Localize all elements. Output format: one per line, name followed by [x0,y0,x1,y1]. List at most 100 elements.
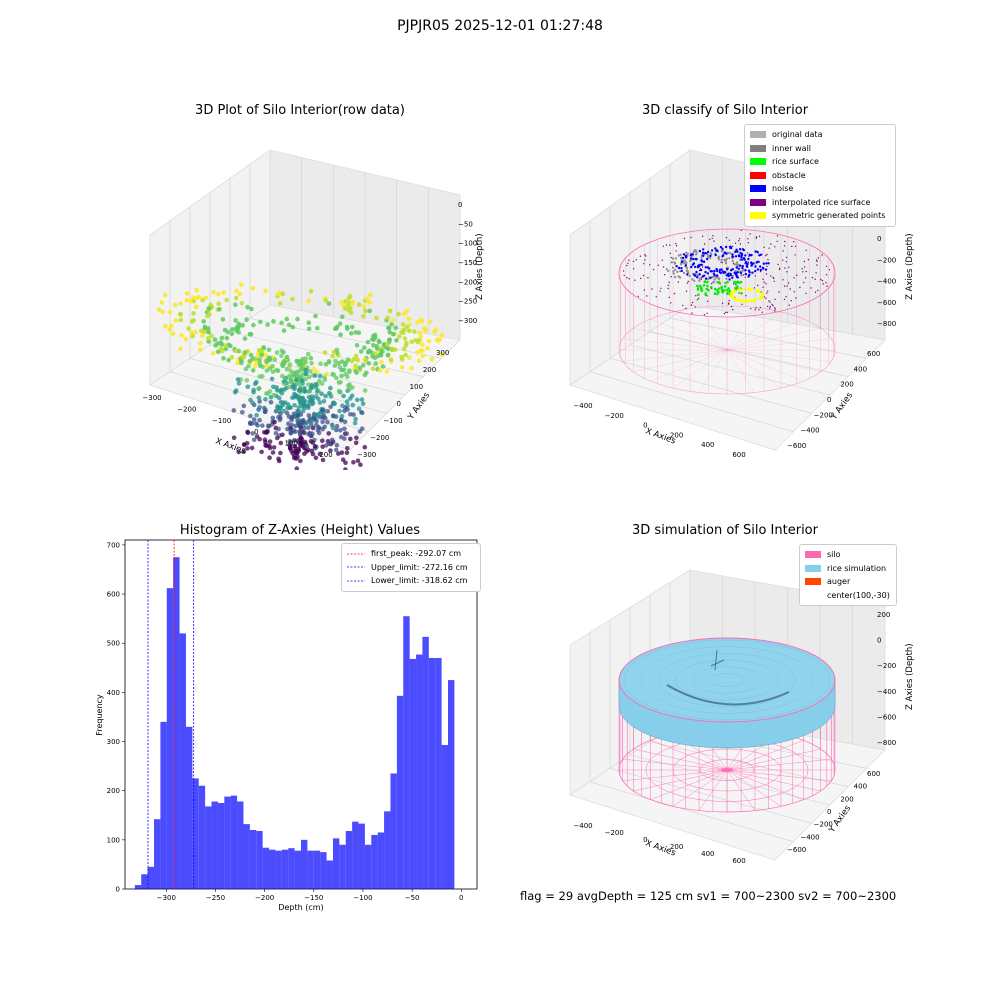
data-point [242,336,248,341]
histogram-bar [160,721,167,889]
x-tick-label: 400 [701,441,714,449]
histogram-bar [364,844,372,889]
y-tick-label: 400 [107,689,120,697]
noise-point [741,265,744,268]
interpolated-point [695,295,697,297]
data-point [365,339,371,345]
histogram-bar [205,806,212,889]
interpolated-point [821,279,824,282]
data-point [277,301,283,306]
data-point [233,326,239,332]
noise-point [691,253,694,256]
x-tick-label: −250 [206,894,225,902]
silo-floor-line [726,349,821,373]
data-point [229,327,235,332]
z-tick-label: 0 [877,637,881,645]
rice-surface-point [726,292,729,295]
data-point [334,347,340,353]
data-point [281,328,287,333]
auger-marker [710,659,725,667]
interpolated-point [657,264,659,266]
panel1-zlabel: Z Axies (Depth) [475,233,485,300]
legend-item: first_peak: -292.07 cm [347,549,462,559]
data-point [263,288,268,294]
interpolated-point [794,245,797,247]
data-point [272,419,277,425]
noise-point [736,276,739,279]
data-point [348,436,353,442]
data-point [356,302,362,307]
data-point [289,422,295,428]
data-point [337,365,343,370]
data-point [202,329,207,335]
data-point [323,298,329,303]
legend-item: Upper_limit: -272.16 cm [347,562,468,572]
data-point [326,441,332,447]
inner-wall-point [737,263,740,266]
rice-surface-point [718,287,721,290]
x-tick-label: 0 [643,836,647,844]
inner-wall-point [720,250,724,253]
y-tick-label: −100 [383,417,402,425]
interpolated-point [754,275,757,277]
y-tick-label: 200 [107,787,120,795]
x-tick-label: −300 [157,894,176,902]
legend-item: obstacle [750,169,890,183]
data-point [276,458,282,464]
interpolated-point [766,253,768,256]
data-point [301,430,307,436]
z-tick-label: −800 [877,320,896,328]
interpolated-point [805,277,807,279]
data-point [194,287,199,293]
noise-point [698,273,701,276]
inner-wall-point [696,273,699,277]
interpolated-point [782,279,784,281]
data-point [212,337,218,342]
noise-point [715,274,719,277]
noise-point [739,248,742,251]
interpolated-point [769,306,771,308]
data-point [330,353,335,359]
silo-floor-line [726,769,782,807]
noise-point [725,268,729,271]
data-point [299,378,305,383]
y-tick-label: −600 [787,846,806,854]
data-point [403,352,409,358]
noise-point [737,254,741,257]
interpolated-point [766,292,768,294]
data-point [342,419,348,425]
silo-floor-line [622,338,728,351]
histogram-bar [173,557,180,889]
data-point [270,415,276,421]
interpolated-point [666,268,668,270]
interpolated-point [739,243,742,245]
data-point [306,320,312,325]
interpolated-point [726,311,728,314]
data-point [278,399,284,405]
data-point [325,419,330,425]
noise-point [680,269,683,273]
noise-point [675,265,678,268]
interpolated-point [802,271,804,273]
data-point [292,449,298,454]
x-tick-label: −200 [605,412,624,420]
data-point [167,310,173,315]
data-point [386,325,392,331]
x-tick-label: −150 [304,894,323,902]
data-point [317,373,323,379]
interpolated-point [767,259,769,261]
data-point [224,335,230,341]
noise-point [728,278,731,281]
data-point [288,377,294,383]
data-point [256,395,262,401]
noise-point [682,256,685,260]
data-point [274,350,280,355]
data-point [334,427,339,433]
inner-wall-point [725,277,728,280]
histogram-bar [313,850,321,889]
interpolated-point [647,277,649,279]
data-point [325,408,330,414]
data-point [205,336,211,341]
interpolated-point [749,233,751,235]
noise-point [750,264,753,267]
